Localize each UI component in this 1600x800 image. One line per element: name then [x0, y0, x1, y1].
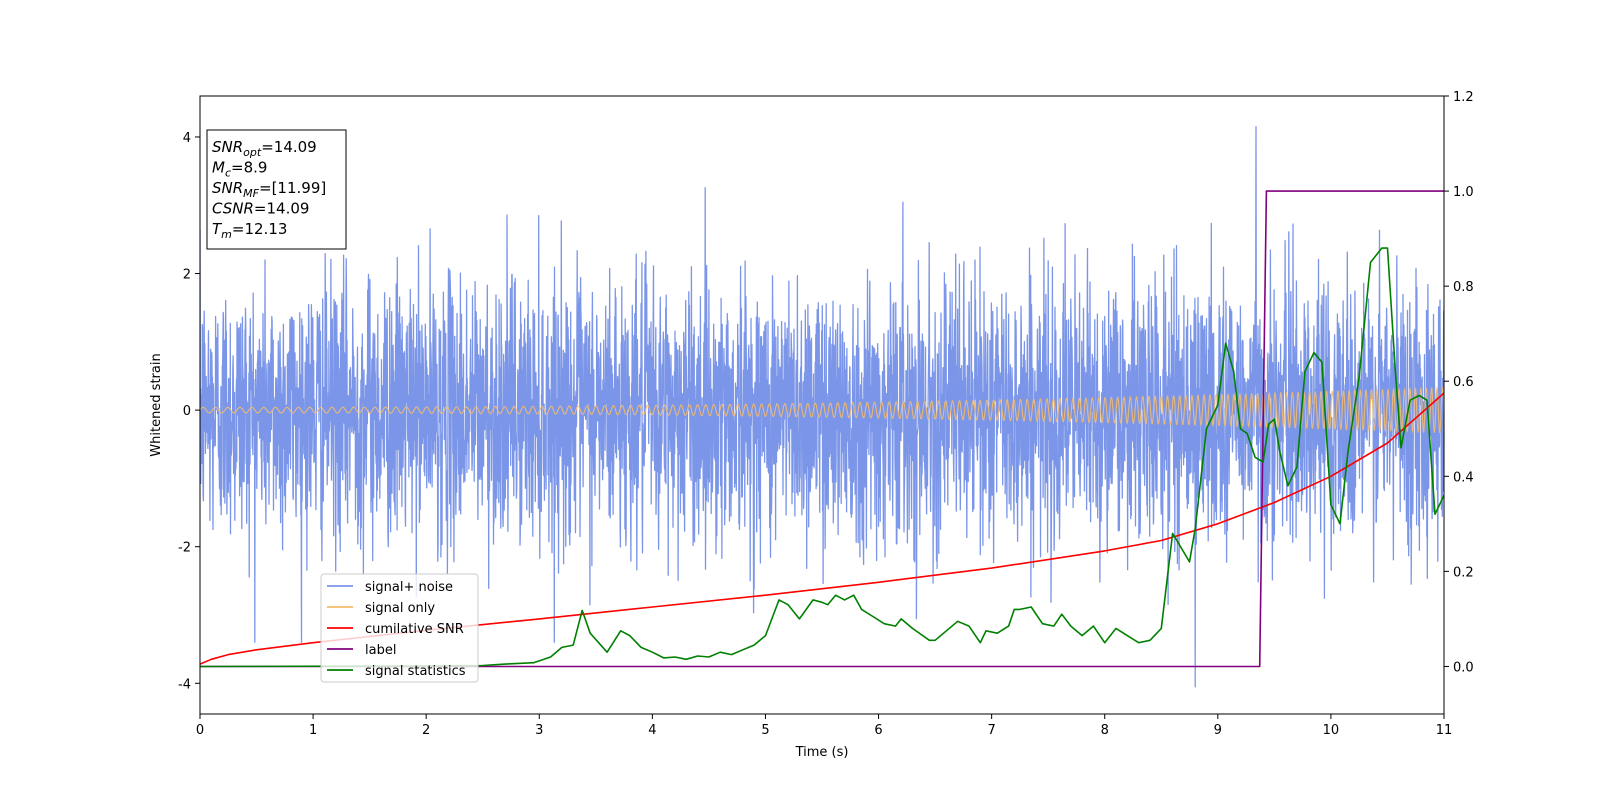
- x-tick-label: 9: [1214, 723, 1222, 738]
- y2-tick-label: 0.8: [1453, 280, 1474, 295]
- y-axis-left: -4 -2 0 2 4: [178, 131, 200, 692]
- annotation-symbol: M: [212, 159, 225, 177]
- annotation-symbol: SNR: [212, 179, 243, 197]
- x-tick-label: 0: [196, 723, 204, 738]
- annotation-frame: [206, 129, 347, 250]
- series-signal-only: [200, 386, 1444, 434]
- series-layer: [200, 126, 1444, 688]
- annotation-line: CSNR=14.09: [212, 200, 309, 218]
- annotation-subscript: c: [225, 167, 231, 180]
- x-tick-label: 4: [648, 723, 656, 738]
- annotation-symbol: SNR: [212, 138, 243, 156]
- annotation-symbol: T: [212, 220, 223, 238]
- legend-label: signal statistics: [365, 664, 466, 679]
- x-axis-label: Time (s): [795, 745, 849, 760]
- x-tick-label: 1: [309, 723, 317, 738]
- legend-label: cumilative SNR: [365, 622, 464, 637]
- y2-tick-label: 1.0: [1453, 185, 1474, 200]
- y-tick-label: -4: [178, 677, 191, 692]
- legend-label: signal only: [365, 601, 435, 616]
- x-tick-label: 11: [1436, 723, 1453, 738]
- y2-tick-label: 0.4: [1453, 470, 1474, 485]
- x-tick-label: 2: [422, 723, 430, 738]
- y-axis-label: Whitened strain: [149, 353, 164, 456]
- series-signal-statistics: [200, 247, 1444, 668]
- legend-frame: [320, 573, 479, 683]
- annotation-subscript: m: [221, 228, 232, 241]
- x-tick-label: 10: [1323, 723, 1340, 738]
- series-signal-noise: [200, 126, 1444, 688]
- y-tick-label: 4: [183, 131, 191, 146]
- annotation-box: SNRopt=14.09Mc=8.9SNRMF=[11.99]CSNR=14.0…: [206, 129, 347, 250]
- y-tick-label: 0: [183, 404, 191, 419]
- annotation-line: SNRopt=14.09: [212, 138, 317, 159]
- y-tick-label: -2: [178, 541, 191, 556]
- x-tick-label: 6: [874, 723, 882, 738]
- y2-tick-label: 0.0: [1453, 660, 1474, 675]
- y2-tick-label: 1.2: [1453, 90, 1474, 105]
- legend-label: signal+ noise: [365, 580, 453, 595]
- annotation-value: =[11.99]: [259, 179, 326, 197]
- y2-tick-label: 0.2: [1453, 565, 1474, 580]
- x-axis: 0 1 2 3 4 5 6 7 8 9 10 11: [196, 714, 1452, 738]
- series-label: [200, 190, 1444, 668]
- annotation-subscript: opt: [243, 146, 262, 159]
- y-axis-right: 0.0 0.2 0.4 0.6 0.8 1.0 1.2: [1444, 90, 1474, 675]
- series-cumilative-snr: [200, 392, 1444, 665]
- plot-frame: [199, 95, 1445, 715]
- y-tick-label: 2: [183, 268, 191, 283]
- annotation-value: =12.13: [232, 220, 288, 238]
- annotation-symbol: CSNR: [212, 200, 254, 218]
- x-tick-label: 8: [1101, 723, 1109, 738]
- annotation-value: =8.9: [231, 159, 267, 177]
- x-tick-label: 7: [987, 723, 995, 738]
- legend: signal+ noise signal only cumilative SNR la…: [320, 573, 479, 683]
- annotation-subscript: MF: [243, 187, 259, 200]
- x-tick-label: 3: [535, 723, 543, 738]
- annotation-line: Tm=12.13: [212, 220, 287, 241]
- annotation-value: =14.09: [261, 138, 317, 156]
- legend-label: label: [365, 643, 396, 658]
- annotation-value: =14.09: [254, 200, 310, 218]
- y2-tick-label: 0.6: [1453, 375, 1474, 390]
- x-tick-label: 5: [761, 723, 769, 738]
- annotation-line: SNRMF=[11.99]: [212, 179, 326, 200]
- annotation-line: Mc=8.9: [212, 159, 267, 180]
